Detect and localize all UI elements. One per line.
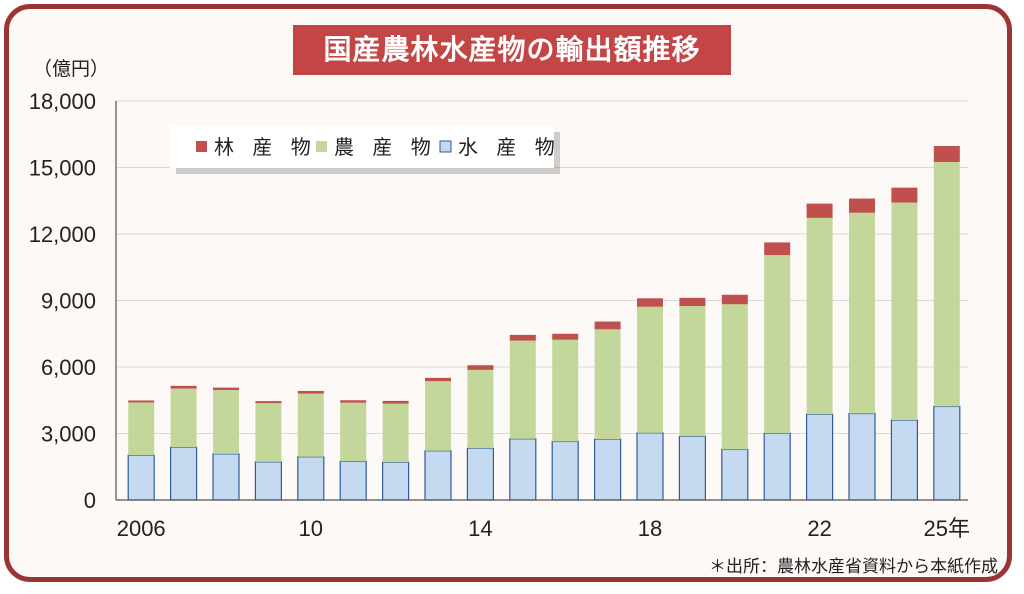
y-tick-label: 0 <box>84 488 96 513</box>
axes <box>115 101 968 501</box>
legend-label-agri: 農 産 物 <box>334 135 437 159</box>
bar-agri <box>806 217 833 415</box>
bar-forest <box>637 298 663 307</box>
bar-forest <box>594 321 621 330</box>
x-tick-label: 18 <box>638 516 662 541</box>
x-axis-ticks: 2006 10 14 18 22 25年 <box>117 516 970 541</box>
bar-forest <box>679 297 706 307</box>
bar-forest <box>509 334 536 341</box>
chart-title: 国産農林水産物の輸出額推移 <box>293 25 731 75</box>
bar-fish <box>763 432 791 501</box>
legend-label-fish: 水 産 物 <box>458 135 561 159</box>
y-axis-ticks: 0 3,000 6,000 9,000 12,000 15,000 18,000 <box>29 89 96 513</box>
y-tick-label: 9,000 <box>41 289 96 314</box>
bar-fish <box>466 447 494 501</box>
bar-fish <box>636 432 664 501</box>
bar-fish <box>551 440 579 501</box>
bar-forest <box>552 333 579 340</box>
bar-forest <box>891 187 918 203</box>
bar-fish <box>254 461 282 501</box>
x-tick-label: 25年 <box>924 516 970 541</box>
y-tick-label: 18,000 <box>29 89 96 114</box>
bar-agri <box>170 388 197 448</box>
x-tick-label: 14 <box>468 516 492 541</box>
bar-agri <box>340 402 367 462</box>
bar-agri <box>297 393 324 457</box>
legend-swatch-fish <box>439 140 452 153</box>
bar-agri <box>425 381 451 451</box>
legend-label-forest: 林 産 物 <box>214 135 317 159</box>
bar-forest <box>849 198 875 213</box>
bar-forest <box>721 294 748 305</box>
bar-agri <box>637 306 663 433</box>
bar-agri <box>382 403 409 463</box>
legend-box <box>170 126 554 168</box>
bar-forest <box>806 203 833 218</box>
bar-agri <box>721 304 748 450</box>
bar-fish <box>721 448 749 501</box>
legend: 林 産 物農 産 物水 産 物 <box>170 126 561 174</box>
bar-agri <box>509 340 536 439</box>
bar-fish <box>382 461 410 501</box>
bar-forest <box>213 387 239 391</box>
bar-forest <box>467 365 494 370</box>
y-axis-unit-label: （億円） <box>33 58 110 80</box>
bar-agri <box>679 306 706 437</box>
x-tick-label: 2006 <box>117 516 166 541</box>
bar-fish <box>933 405 961 501</box>
legend-swatch-forest <box>196 141 207 152</box>
bar-agri <box>213 390 239 454</box>
x-tick-label: 22 <box>807 516 831 541</box>
bar-agri <box>933 161 960 407</box>
bar-forest <box>340 400 367 403</box>
legend-swatch-agri <box>316 141 327 152</box>
bar-forest <box>170 385 197 389</box>
bar-fish <box>890 419 919 501</box>
bar-agri <box>467 369 494 449</box>
bar-forest <box>382 400 409 404</box>
bar-fish <box>848 412 876 501</box>
bar-fish <box>339 460 367 501</box>
bar-forest <box>933 145 960 162</box>
y-tick-label: 3,000 <box>41 422 96 447</box>
bar-fish <box>424 450 452 501</box>
bar-agri <box>764 255 791 434</box>
bar-agri <box>849 212 875 414</box>
bar-agri <box>594 329 621 440</box>
x-tick-label: 10 <box>299 516 323 541</box>
bar-fish <box>509 438 537 501</box>
bar-forest <box>128 400 155 403</box>
bar-agri <box>552 339 579 442</box>
source-note: ＊出所：農林水産省資料から本紙作成 <box>709 557 998 577</box>
bar-agri <box>891 202 918 420</box>
bar-forest <box>425 377 451 382</box>
bar-agri <box>128 402 155 456</box>
bars <box>127 145 961 501</box>
bar-fish <box>212 453 240 501</box>
bar-forest <box>255 401 282 404</box>
bar-agri <box>255 403 282 462</box>
bar-forest <box>297 390 324 394</box>
bar-fish <box>297 456 325 501</box>
bar-forest <box>764 242 791 256</box>
bar-fish <box>805 413 834 501</box>
y-tick-label: 15,000 <box>29 156 96 181</box>
bar-fish <box>678 435 707 501</box>
y-tick-label: 12,000 <box>29 222 96 247</box>
y-tick-label: 6,000 <box>41 355 96 380</box>
bar-fish <box>170 446 198 501</box>
bar-fish <box>127 454 155 501</box>
bar-fish <box>593 438 622 501</box>
